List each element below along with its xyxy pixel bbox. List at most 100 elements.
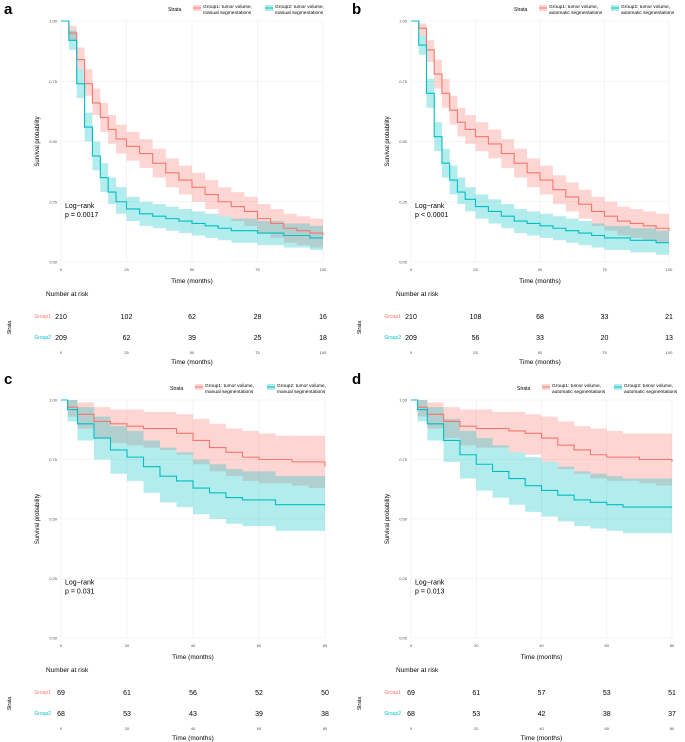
risk-x-tick-label: 100 xyxy=(666,350,673,355)
logrank-label: Log−rank xyxy=(65,203,95,210)
risk-count: 18 xyxy=(319,335,327,342)
y-tick-label: 0.00 xyxy=(49,260,58,265)
legend: Strata Group1: tumor volume,manual segmen… xyxy=(168,4,324,16)
x-tick-label: 20 xyxy=(474,643,479,648)
risk-x-tick-label: 80 xyxy=(670,726,675,731)
risk-count: 62 xyxy=(188,314,196,321)
risk-x-tick-label: 0 xyxy=(410,726,413,731)
y-tick-label: 0.50 xyxy=(49,517,58,522)
risk-x-axis-title: Time (months) xyxy=(172,735,214,742)
legend-label-line1: Group2: tumor volume, xyxy=(277,383,326,389)
risk-count: 50 xyxy=(321,690,329,697)
y-tick-label: 1.00 xyxy=(49,19,58,24)
plot-grid xyxy=(410,20,670,263)
risk-x-tick-label: 60 xyxy=(605,726,610,731)
risk-x-axis-title: Time (months) xyxy=(519,359,561,366)
risk-count: 39 xyxy=(188,335,196,342)
legend: Strata Group1: tumor volume,automatic seg… xyxy=(514,4,675,16)
legend-title: Strata xyxy=(168,7,182,13)
logrank-label: Log−rank xyxy=(65,580,95,587)
survival-curve-group1 xyxy=(61,399,326,467)
risk-count: 68 xyxy=(536,314,544,321)
x-tick-label: 0 xyxy=(60,643,63,648)
y-tick-label: 1.00 xyxy=(49,398,58,403)
y-tick-label: 0.75 xyxy=(399,457,408,462)
legend-label-line1: Group2: tumor volume, xyxy=(624,383,673,389)
risk-table: Number at risk Group1 69 61 57 53 51 Group2 68 53… xyxy=(357,667,676,742)
risk-row-label: Group2 xyxy=(384,711,401,717)
survival-curve-group2 xyxy=(411,399,672,508)
risk-count: 38 xyxy=(603,711,611,718)
ci-band-group2 xyxy=(411,21,669,255)
risk-x-tick-label: 75 xyxy=(602,350,607,355)
x-tick-label: 40 xyxy=(539,643,544,648)
risk-count: 28 xyxy=(254,314,262,321)
risk-count: 57 xyxy=(538,690,546,697)
risk-count: 53 xyxy=(123,711,131,718)
risk-count: 37 xyxy=(668,711,676,718)
risk-x-tick-label: 0 xyxy=(60,726,63,731)
risk-x-tick-label: 40 xyxy=(191,726,196,731)
risk-count: 42 xyxy=(538,711,546,718)
y-tick-label: 0.00 xyxy=(399,636,408,641)
legend-label-line2: automatic segmentations xyxy=(624,389,678,395)
risk-row-label: Group1 xyxy=(384,690,401,696)
risk-x-tick-label: 100 xyxy=(320,350,327,355)
legend: Strata Group1: tumor volume,manual segmen… xyxy=(170,383,326,395)
panel-label: a xyxy=(4,1,13,18)
panel-d: 0.00 0.25 0.50 0.75 1.00 0 20 40 60 80 Time (month… xyxy=(357,383,678,742)
legend: Strata Group1: tumor volume,automatic seg… xyxy=(517,383,678,395)
risk-x-tick-label: 20 xyxy=(474,726,479,731)
risk-count: 56 xyxy=(189,690,197,697)
risk-table-title: Number at risk xyxy=(396,667,439,674)
risk-count: 62 xyxy=(123,335,131,342)
x-tick-label: 25 xyxy=(473,267,478,272)
ci-band-group1 xyxy=(411,400,672,489)
risk-table: Number at risk Group1 69 61 56 52 50 Group2 68 53… xyxy=(7,667,329,742)
panel-label: d xyxy=(352,371,361,388)
risk-count: 21 xyxy=(665,314,673,321)
y-tick-label: 0.00 xyxy=(49,636,58,641)
risk-strata-label: Strata xyxy=(7,321,13,335)
panel-b: 0.00 0.25 0.50 0.75 1.00 0 25 50 75 100 Time (mont… xyxy=(357,4,675,366)
y-tick-label: 0.50 xyxy=(49,139,58,144)
survival-curve-group1 xyxy=(411,399,673,462)
risk-count: 43 xyxy=(189,711,197,718)
risk-x-tick-label: 0 xyxy=(410,350,413,355)
risk-x-axis-title: Time (months) xyxy=(171,359,213,366)
risk-count: 53 xyxy=(603,690,611,697)
y-tick-label: 1.00 xyxy=(399,19,408,24)
plot-grid xyxy=(410,399,673,639)
risk-count: 68 xyxy=(407,711,415,718)
risk-x-tick-label: 25 xyxy=(124,350,129,355)
y-tick-label: 0.50 xyxy=(399,517,408,522)
y-tick-label: 0.75 xyxy=(399,79,408,84)
risk-count: 209 xyxy=(55,335,67,342)
legend-label-line2: automatic segmentations xyxy=(552,389,606,395)
y-tick-label: 0.75 xyxy=(49,79,58,84)
risk-table: Number at risk Group1 210 102 62 28 16 Group2 20… xyxy=(7,291,327,366)
panel-label: c xyxy=(4,371,12,388)
risk-x-tick-label: 50 xyxy=(190,350,195,355)
logrank-pvalue: p = 0.031 xyxy=(65,589,94,596)
x-axis-title: Time (months) xyxy=(171,278,213,285)
survival-curve-group2 xyxy=(411,20,669,244)
survival-curve-group2 xyxy=(61,20,323,239)
risk-x-tick-label: 75 xyxy=(255,350,260,355)
risk-count: 69 xyxy=(407,690,415,697)
y-tick-label: 0.50 xyxy=(399,139,408,144)
ci-band-group1 xyxy=(61,21,323,250)
logrank-label: Log−rank xyxy=(415,580,445,587)
y-axis-title: Survival probability xyxy=(35,116,41,166)
x-axis-title: Time (months) xyxy=(521,654,563,661)
risk-x-tick-label: 0 xyxy=(60,350,63,355)
x-tick-label: 50 xyxy=(538,267,543,272)
x-tick-label: 75 xyxy=(255,267,260,272)
risk-count: 38 xyxy=(321,711,329,718)
risk-count: 69 xyxy=(57,690,65,697)
x-tick-label: 0 xyxy=(410,267,413,272)
risk-count: 210 xyxy=(55,314,67,321)
legend-label-line2: automatic segmentations xyxy=(549,10,603,16)
y-axis-title: Survival probability xyxy=(385,494,391,544)
